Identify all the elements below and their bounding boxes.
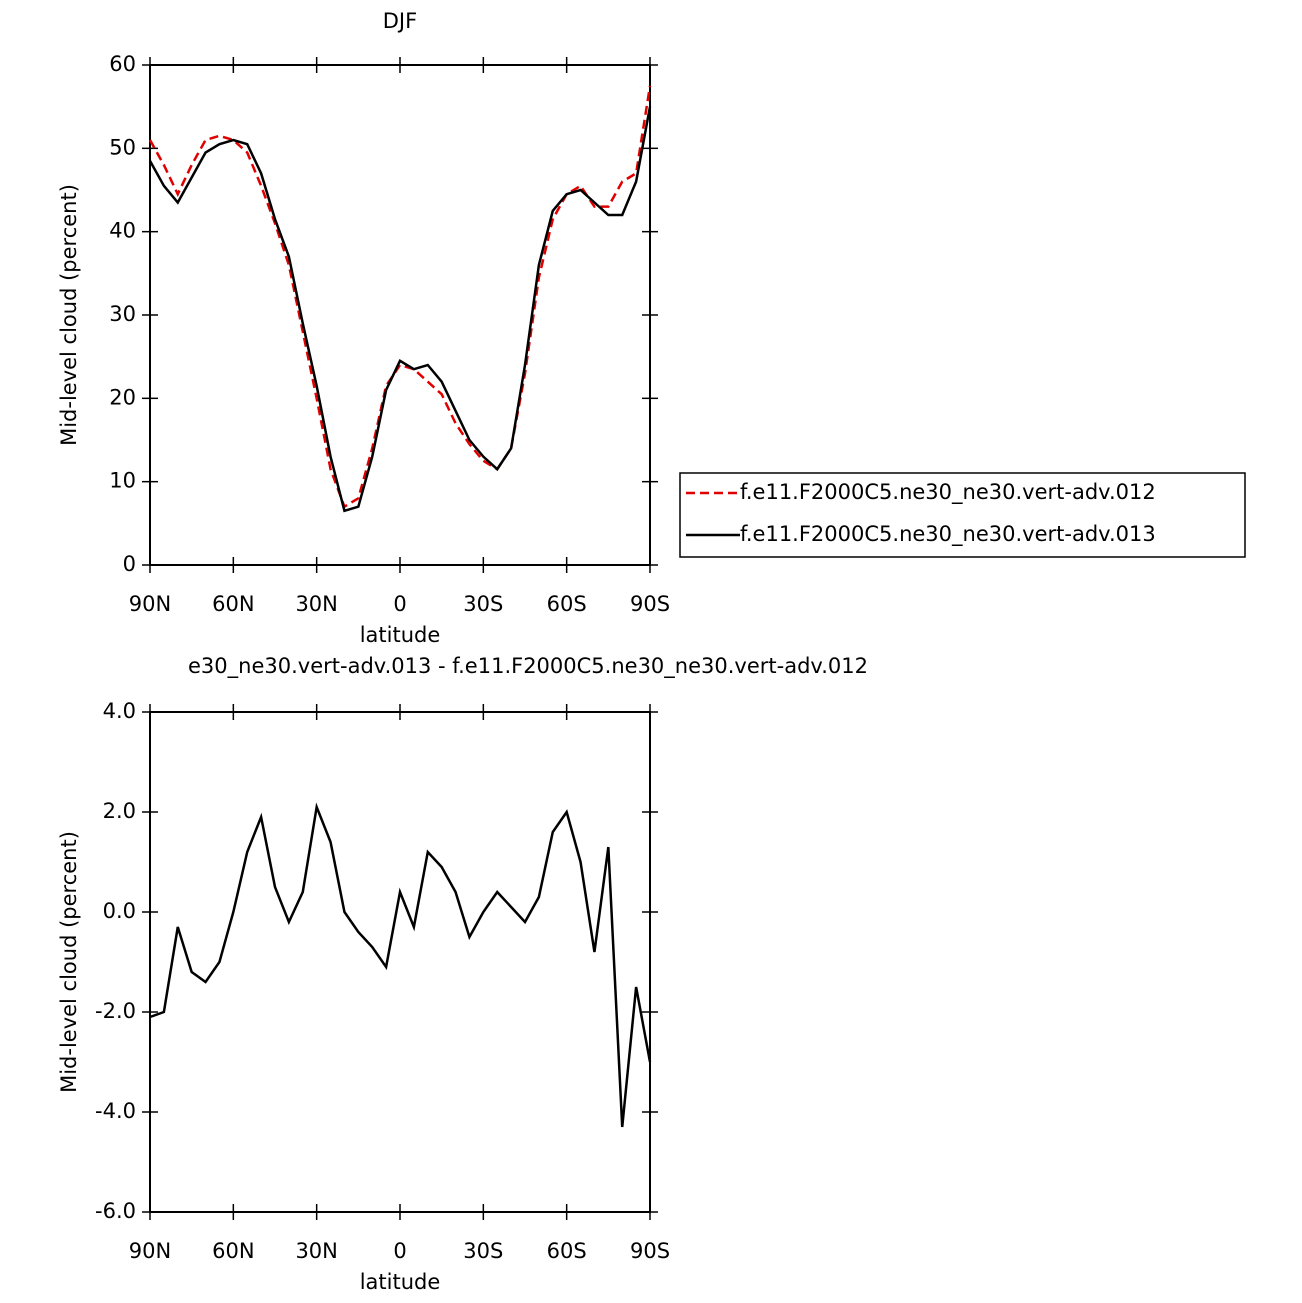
x-tick-label: 60N [212, 1239, 254, 1263]
x-tick-label: 90N [129, 1239, 171, 1263]
chart-title: e30_ne30.vert-adv.013 - f.e11.F2000C5.ne… [188, 654, 868, 679]
x-tick-label: 90S [630, 1239, 670, 1263]
y-tick-label: -4.0 [95, 1099, 136, 1123]
series-line [148, 106, 652, 513]
y-tick-label: 0.0 [103, 899, 136, 923]
x-tick-label: 0 [393, 1239, 406, 1263]
plot-frame [149, 711, 651, 1213]
y-tick-label: -2.0 [95, 999, 136, 1023]
y-tick-label: 0 [123, 552, 136, 576]
x-tick-label: 90S [630, 592, 670, 616]
x-tick-label: 60S [547, 592, 587, 616]
y-axis-label: Mid-level cloud (percent) [57, 831, 81, 1093]
x-tick-label: 30S [463, 592, 503, 616]
y-tick-label: 10 [109, 469, 136, 493]
series-line [148, 85, 652, 509]
y-tick-label: 4.0 [103, 699, 136, 723]
y-tick-label: 60 [109, 52, 136, 76]
x-tick-label: 60N [212, 592, 254, 616]
y-tick-label: 2.0 [103, 799, 136, 823]
y-tick-label: 20 [109, 385, 136, 409]
legend-label: f.e11.F2000C5.ne30_ne30.vert-adv.013 [740, 522, 1156, 547]
y-tick-label: 50 [109, 135, 136, 159]
y-tick-label: 40 [109, 219, 136, 243]
y-axis-label: Mid-level cloud (percent) [57, 184, 81, 446]
x-tick-label: 60S [547, 1239, 587, 1263]
legend-box [679, 472, 1246, 558]
x-axis-label: latitude [360, 1270, 441, 1294]
x-tick-label: 30N [295, 592, 337, 616]
series-line [149, 802, 652, 1128]
y-tick-label: 30 [109, 302, 136, 326]
x-tick-label: 0 [393, 592, 406, 616]
x-axis-label: latitude [360, 623, 441, 647]
plot-frame [149, 64, 651, 566]
chart-title: DJF [383, 9, 417, 33]
y-tick-label: -6.0 [95, 1199, 136, 1223]
x-tick-label: 30S [463, 1239, 503, 1263]
x-tick-label: 30N [295, 1239, 337, 1263]
legend-label: f.e11.F2000C5.ne30_ne30.vert-adv.012 [740, 480, 1156, 505]
x-tick-label: 90N [129, 592, 171, 616]
